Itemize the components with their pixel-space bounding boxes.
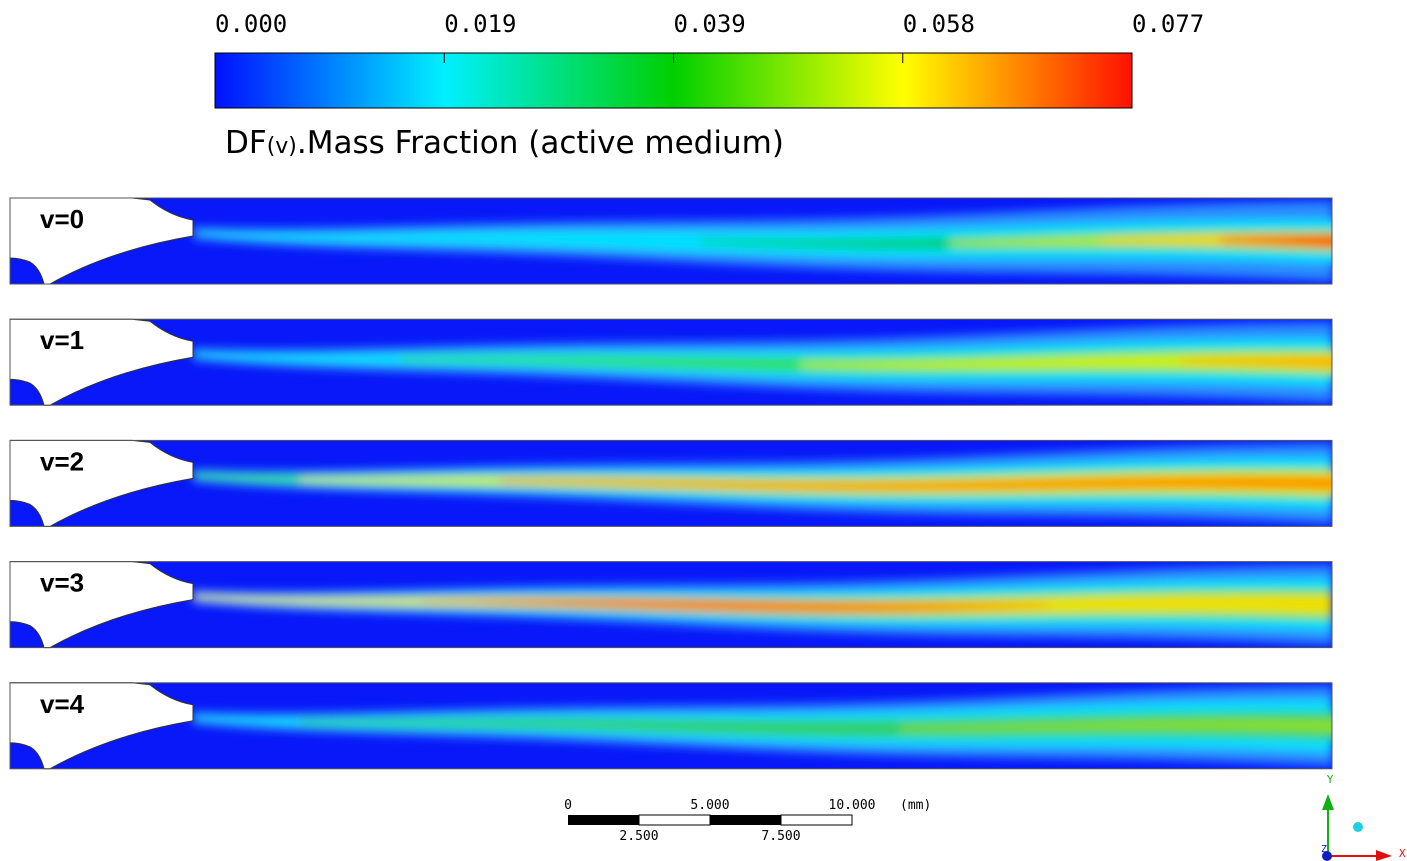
panel-border — [9, 318, 1333, 406]
x-axis-label: X — [1399, 847, 1406, 860]
z-axis-dot — [1322, 851, 1332, 861]
panel: v=4 — [9, 682, 1333, 770]
panel-label: v=3 — [40, 568, 84, 598]
plume-layer — [500, 476, 1332, 491]
colorbar-title: DF(v).Mass Fraction (active medium) — [225, 125, 784, 161]
plume-layer — [1220, 235, 1332, 248]
colorbar-tick-label: 0.058 — [903, 10, 975, 38]
panel-label: v=2 — [40, 446, 84, 476]
x-arrow-head — [1376, 850, 1392, 861]
nozzle-wall — [9, 197, 194, 285]
panel: v=0 — [9, 197, 1333, 285]
scale-label: 7.500 — [761, 829, 800, 844]
y-axis-label: Y — [1327, 773, 1334, 786]
colorbar-tick-label: 0.000 — [215, 10, 287, 38]
plume — [193, 685, 1332, 766]
panels: v=0 v=1 v=2 v=3 v=4 — [9, 197, 1333, 770]
plume-layer — [300, 711, 1332, 740]
scale-segment — [638, 814, 711, 826]
panel-label: v=0 — [40, 204, 84, 234]
axes-triad: Y X Z — [1321, 773, 1406, 861]
nozzle-wall — [9, 439, 194, 527]
panel-label: v=4 — [40, 689, 85, 719]
panel-border — [9, 439, 1333, 527]
plume — [193, 564, 1332, 645]
y-arrow-head — [1322, 794, 1334, 810]
colorbar-tick-label: 0.077 — [1132, 10, 1204, 38]
panel-border — [9, 561, 1333, 649]
panel: v=2 — [9, 439, 1333, 527]
scale-label: 2.500 — [619, 829, 658, 844]
scale-segment — [780, 814, 853, 826]
plume-layer — [900, 719, 1332, 732]
nozzle-wall — [9, 561, 194, 649]
scale-label: 10.000 — [829, 798, 876, 813]
triad-ball — [1353, 822, 1363, 832]
nozzle-wall — [9, 318, 194, 406]
nozzle-wall — [9, 682, 194, 770]
scale-label: 0 — [564, 798, 572, 813]
panel-label: v=1 — [40, 325, 84, 355]
scale-bar: 0 5.000 10.000 (mm) 2.500 7.500 — [564, 798, 931, 844]
plume — [193, 322, 1332, 403]
title-subscript: (v) — [267, 134, 297, 159]
panel: v=3 — [9, 561, 1333, 649]
colorbar-tick-label: 0.039 — [674, 10, 746, 38]
colorbar-tick-label: 0.019 — [444, 10, 516, 38]
panel-border — [9, 197, 1333, 285]
scale-label: 5.000 — [690, 798, 729, 813]
plume-layer — [800, 352, 1332, 373]
plume — [193, 201, 1332, 282]
z-axis-label: Z — [1321, 844, 1327, 855]
title-rest: .Mass Fraction (active medium) — [297, 125, 784, 161]
panel-border — [9, 682, 1333, 770]
scale-unit: (mm) — [900, 798, 931, 813]
scale-segment — [710, 815, 781, 825]
plume-layer — [1180, 356, 1332, 369]
plume-layer — [420, 598, 1050, 613]
panel: v=1 — [9, 318, 1333, 406]
plume — [193, 443, 1332, 524]
title-prefix: DF — [225, 125, 267, 161]
scale-segment — [568, 815, 639, 825]
